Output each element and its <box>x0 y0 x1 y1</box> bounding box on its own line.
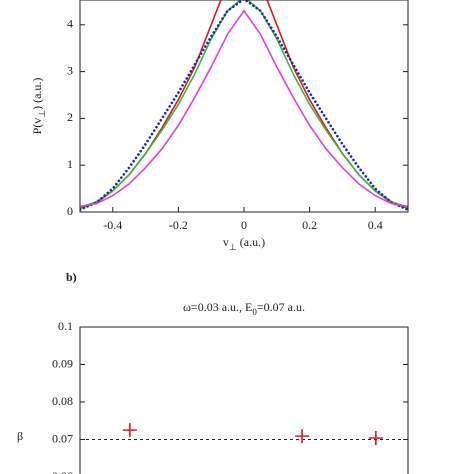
curve <box>80 9 408 208</box>
y-tick-label: 0 <box>67 204 73 218</box>
x-axis-label: v⊥ (a.u.) <box>223 235 265 252</box>
panel-title-part: ω=0.03 a.u., E <box>183 300 252 314</box>
curve <box>80 0 408 211</box>
point <box>368 431 383 445</box>
point <box>295 429 310 444</box>
y-axis-label-part: ) (a.u.) <box>30 78 44 110</box>
x-axis-label-part: v <box>223 235 229 249</box>
panel-title: ω=0.03 a.u., E0=0.07 a.u. <box>183 300 305 317</box>
y-tick-label: 4 <box>67 17 73 31</box>
y-tick-label: 0.06 <box>52 469 73 474</box>
x-tick-label: 0.2 <box>302 218 317 232</box>
x-axis-label-part: (a.u.) <box>237 235 265 249</box>
x-tick-label: -0.4 <box>103 218 122 232</box>
point <box>122 423 137 438</box>
y-axis-label: β <box>17 429 23 443</box>
x-tick-label: 0 <box>241 218 247 232</box>
y-tick-label: 0.08 <box>52 394 73 408</box>
panel-title-part: =0.07 a.u. <box>257 300 305 314</box>
x-axis-label-part: ⊥ <box>229 242 237 252</box>
y-tick-label: 0.1 <box>58 319 73 333</box>
panel-label: b) <box>66 270 77 284</box>
y-axis-label-part: P(v <box>30 118 44 135</box>
curve <box>80 0 408 209</box>
y-axis-label: P(v⊥) (a.u.) <box>30 78 47 135</box>
x-tick-label: 0.4 <box>368 218 383 232</box>
y-tick-label: 0.07 <box>52 431 73 445</box>
y-tick-label: 0.09 <box>52 356 73 370</box>
y-tick-label: 1 <box>67 157 73 171</box>
y-axis-label-part: ⊥ <box>37 110 47 118</box>
y-tick-label: 3 <box>67 63 73 77</box>
x-tick-label: -0.2 <box>169 218 188 232</box>
panel-title-part: 0 <box>252 307 257 317</box>
y-tick-label: 2 <box>67 110 73 124</box>
